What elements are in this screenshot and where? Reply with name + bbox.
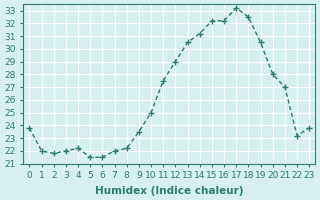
X-axis label: Humidex (Indice chaleur): Humidex (Indice chaleur) [95,186,244,196]
